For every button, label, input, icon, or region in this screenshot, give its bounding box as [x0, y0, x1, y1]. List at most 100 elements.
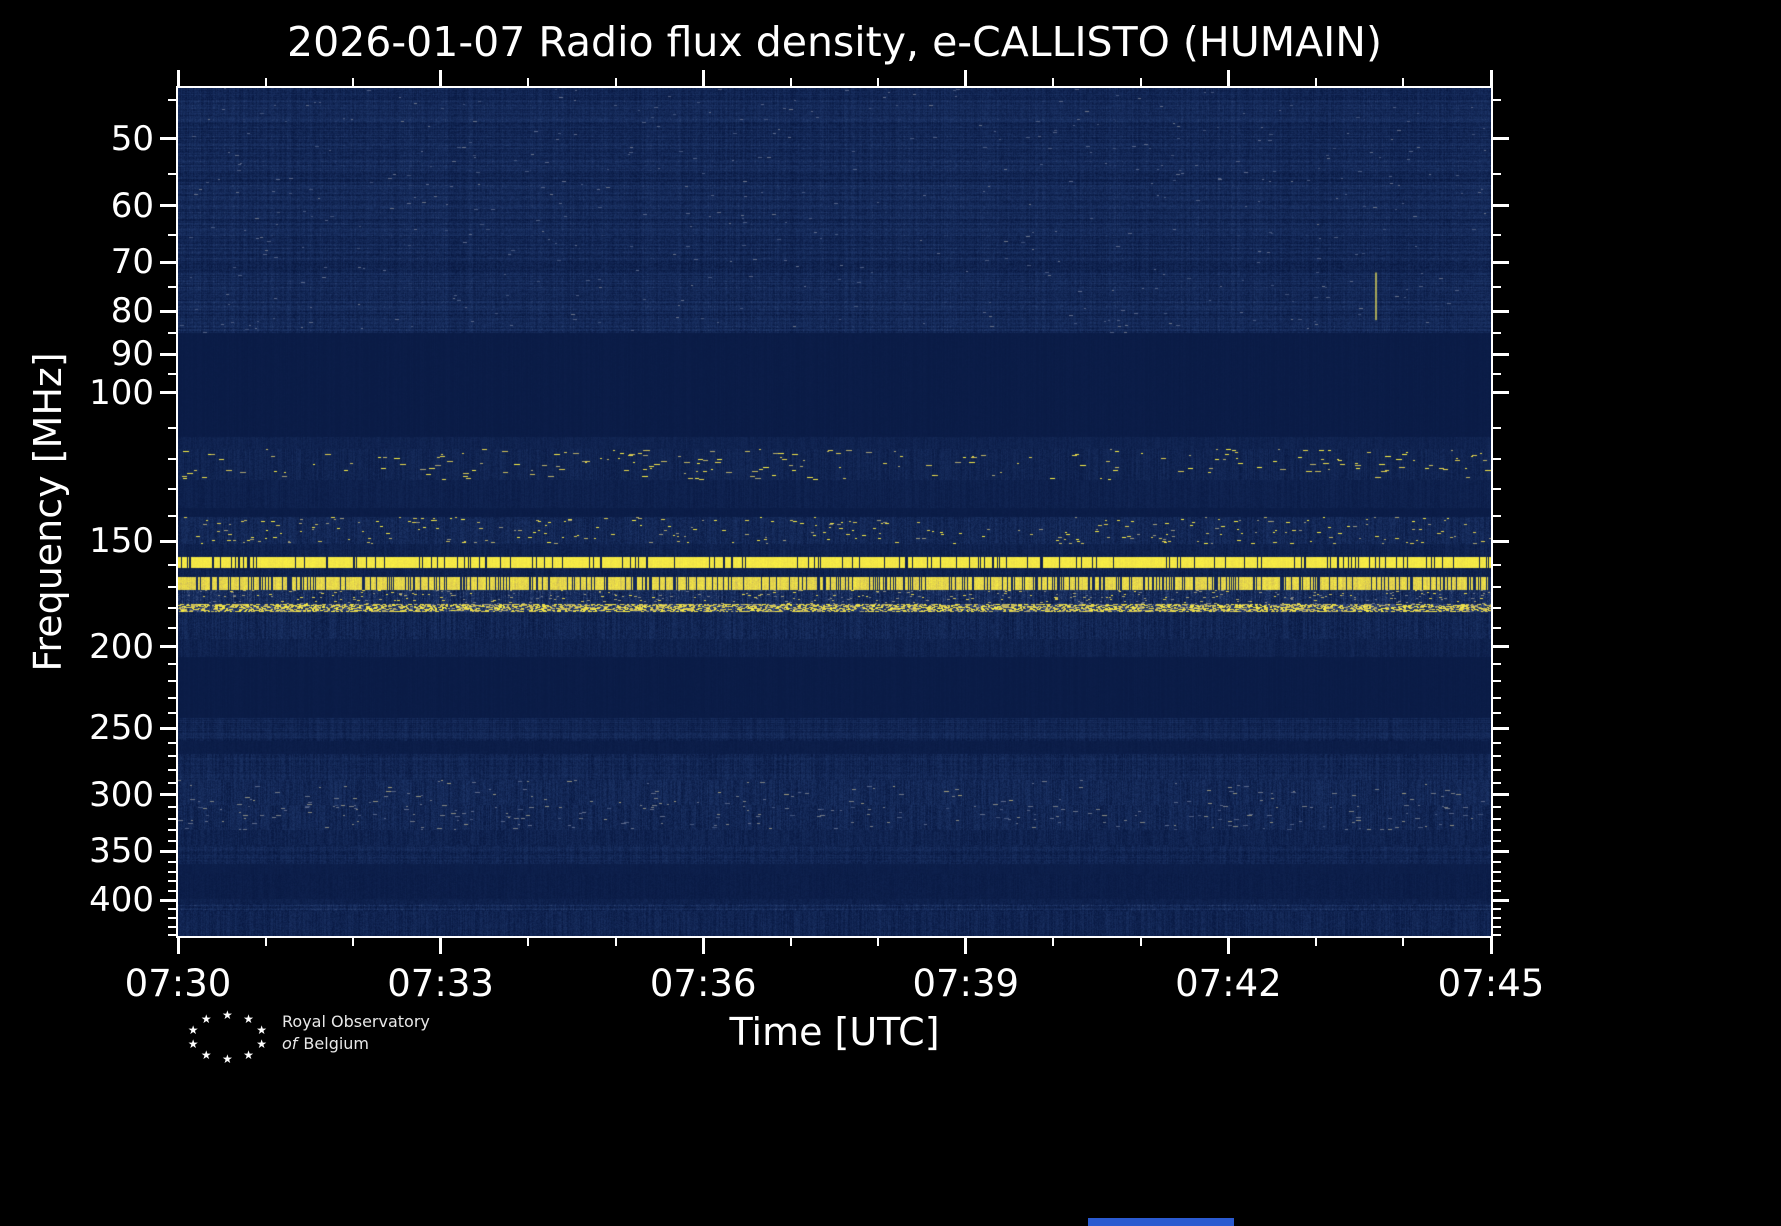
axis-tick	[1493, 426, 1501, 429]
axis-tick	[176, 938, 180, 954]
axis-tick	[168, 805, 176, 808]
axis-tick	[1402, 78, 1405, 86]
axis-tick	[1493, 890, 1501, 892]
axis-tick	[1489, 70, 1493, 86]
axis-tick	[168, 908, 176, 911]
axis-tick	[1493, 726, 1509, 730]
axis-tick	[168, 839, 176, 842]
axis-tick	[160, 793, 176, 797]
axis-tick	[352, 78, 355, 86]
axis-tick	[1493, 234, 1501, 237]
star-icon: ★	[222, 1052, 233, 1066]
axis-tick	[168, 514, 176, 517]
axis-tick	[168, 890, 176, 892]
axis-tick	[1226, 70, 1230, 86]
axis-tick	[160, 726, 176, 730]
axis-tick	[1493, 172, 1501, 175]
axis-tick	[168, 781, 176, 784]
axis-tick	[1493, 563, 1501, 566]
axis-tick	[1493, 487, 1501, 490]
x-tick-label: 07:42	[1175, 962, 1282, 1005]
star-icon: ★	[200, 1047, 212, 1062]
spectrogram-canvas	[178, 88, 1491, 936]
star-icon: ★	[200, 1012, 212, 1027]
y-tick-label: 400	[89, 880, 154, 921]
axis-tick	[168, 426, 176, 429]
x-tick-label: 07:45	[1437, 962, 1545, 1005]
axis-tick	[168, 741, 176, 744]
star-icon: ★	[187, 1023, 199, 1038]
axis-tick	[701, 70, 705, 86]
axis-tick	[1493, 741, 1501, 744]
axis-tick	[789, 78, 792, 86]
axis-tick	[168, 99, 176, 102]
axis-tick	[352, 938, 355, 946]
rob-logo-text-of: of	[282, 1034, 298, 1053]
rob-logo-text-belgium: Belgium	[303, 1034, 370, 1053]
axis-tick	[614, 78, 617, 86]
axis-tick	[1493, 606, 1501, 609]
axis-tick	[1493, 696, 1501, 699]
star-icon: ★	[243, 1012, 254, 1027]
axis-tick	[168, 828, 176, 831]
y-tick-label: 200	[89, 626, 154, 667]
axis-tick	[701, 938, 705, 954]
axis-tick	[1493, 755, 1501, 758]
axis-tick	[1493, 458, 1501, 461]
axis-tick	[1493, 860, 1501, 863]
axis-tick	[1493, 260, 1509, 264]
axis-tick	[160, 204, 176, 208]
axis-tick	[1493, 586, 1501, 588]
axis-tick	[614, 938, 617, 946]
axis-tick	[1314, 78, 1317, 86]
axis-tick	[1493, 391, 1509, 395]
x-tick-label: 07:33	[387, 962, 494, 1005]
axis-tick	[1493, 680, 1501, 683]
y-tick-label: 60	[110, 185, 154, 226]
axis-tick	[168, 372, 176, 375]
axis-tick	[168, 626, 176, 629]
axis-tick	[160, 898, 176, 902]
x-axis-label: Time [UTC]	[729, 1010, 940, 1054]
x-tick-label: 07:36	[649, 962, 757, 1005]
axis-tick	[1493, 514, 1501, 517]
axis-tick	[1493, 917, 1501, 920]
axis-tick	[1493, 204, 1509, 208]
axis-tick	[1493, 817, 1501, 820]
axis-tick	[168, 234, 176, 237]
axis-tick	[1493, 839, 1501, 842]
axis-tick	[964, 70, 968, 86]
axis-tick	[1493, 352, 1509, 356]
axis-tick	[168, 880, 176, 883]
axis-tick	[168, 925, 176, 928]
axis-tick	[1493, 908, 1501, 911]
star-icon: ★	[222, 1008, 233, 1022]
axis-tick	[168, 458, 176, 461]
y-tick-label: 250	[89, 708, 154, 749]
axis-tick	[168, 172, 176, 175]
star-icon: ★	[187, 1036, 199, 1051]
axis-tick	[176, 70, 180, 86]
axis-tick	[1493, 663, 1501, 666]
rob-logo-text-line2: of Belgium	[282, 1034, 369, 1053]
axis-tick	[527, 938, 530, 946]
x-tick-label: 07:39	[912, 962, 1020, 1005]
axis-tick	[1139, 78, 1142, 86]
axis-tick	[964, 938, 968, 954]
axis-tick	[168, 606, 176, 609]
y-tick-label: 150	[89, 521, 154, 562]
axis-tick	[1493, 849, 1509, 853]
axis-tick	[1493, 137, 1509, 141]
axis-tick	[160, 137, 176, 141]
axis-tick	[1493, 880, 1501, 883]
y-tick-label: 50	[110, 118, 154, 159]
axis-tick	[168, 768, 176, 771]
rob-logo-text-line1: Royal Observatory	[282, 1012, 430, 1031]
axis-tick	[168, 870, 176, 873]
axis-tick	[168, 663, 176, 666]
axis-tick	[1493, 539, 1509, 543]
chart-title: 2026-01-07 Radio flux density, e-CALLIST…	[287, 18, 1382, 66]
y-tick-label: 100	[89, 372, 154, 413]
y-tick-label: 350	[89, 831, 154, 872]
axis-tick	[439, 938, 443, 954]
